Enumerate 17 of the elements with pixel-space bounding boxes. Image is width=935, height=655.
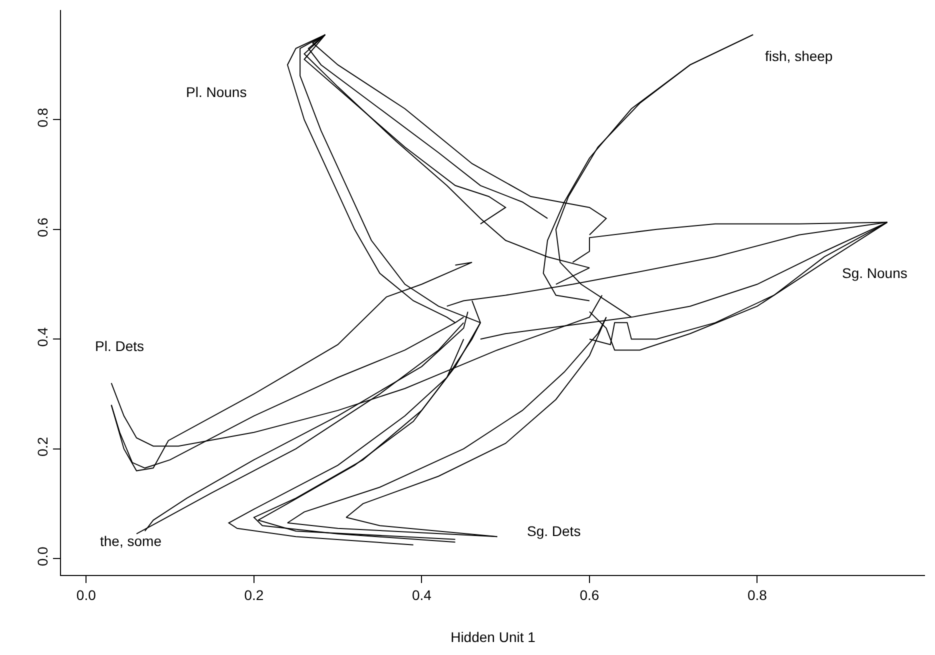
x-tick-label: 0.8 [747,586,768,603]
x-tick-label: 0.6 [580,586,600,603]
y-tick-label: 0.2 [34,436,50,456]
y-tick-label: 0.4 [34,327,50,347]
annotation: the, some [100,533,162,549]
annotation: Sg. Dets [527,523,581,539]
annotation: Sg. Nouns [842,265,908,281]
x-tick-label: 0.4 [412,586,432,603]
x-tick-label: 0.2 [244,586,264,603]
annotation: Pl. Dets [95,338,144,354]
x-tick-label: 0.0 [76,586,96,603]
y-tick-label: 0.8 [34,108,50,128]
annotation: Pl. Nouns [186,84,247,100]
x-axis-title: Hidden Unit 1 [450,629,536,646]
y-tick-label: 0.0 [34,546,50,566]
y-tick-label: 0.6 [34,217,50,238]
annotation: fish, sheep [765,48,833,64]
